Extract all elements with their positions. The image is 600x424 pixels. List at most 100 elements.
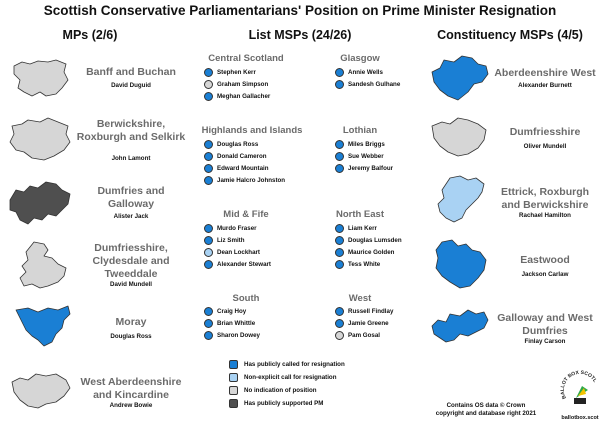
- msp-name: Pam Gosal: [348, 331, 380, 339]
- mp-person: David Duguid: [111, 82, 151, 89]
- legend: Has publicly called for resignation Non-…: [229, 358, 345, 410]
- west-aberdeenshire-map-shape: [11, 373, 71, 409]
- msp-name: Douglas Lumsden: [348, 236, 402, 244]
- region-title: North East: [335, 209, 385, 220]
- region-title: Lothian: [342, 125, 378, 136]
- legend-swatch: [229, 360, 238, 369]
- msp-item: Annie Wells: [335, 66, 400, 78]
- status-dot: [204, 175, 213, 185]
- status-dot: [335, 163, 344, 173]
- constituency-seat: Ettrick, Roxburgh and Berwickshire: [500, 186, 590, 211]
- region-members-north-east: Liam Kerr Douglas Lumsden Maurice Golden…: [335, 222, 402, 270]
- mp-seat: Berwickshire, Roxburgh and Selkirk: [76, 118, 186, 143]
- galloway-west-dumfries-map-shape: [431, 309, 489, 343]
- status-dot: [204, 306, 213, 316]
- dumfries-galloway-map-shape: [9, 181, 71, 225]
- moray-map-shape: [15, 305, 71, 347]
- msp-item: Jeremy Balfour: [335, 162, 393, 174]
- legend-item: No indication of position: [229, 384, 345, 397]
- msp-name: Jeremy Balfour: [348, 164, 394, 172]
- region-title: South: [232, 293, 260, 304]
- legend-swatch: [229, 373, 238, 382]
- msp-name: Jamie Greene: [348, 319, 389, 327]
- legend-swatch: [229, 399, 238, 408]
- region-members-south: Craig Hoy Brian Whittle Sharon Dowey: [204, 305, 260, 341]
- mp-seat: Dumfriesshire, Clydesdale and Tweeddale: [92, 242, 170, 280]
- ettrick-roxburgh-map-shape: [437, 175, 485, 223]
- msp-name: Liam Kerr: [348, 224, 377, 232]
- msp-item: Murdo Fraser: [204, 222, 271, 234]
- msp-item: Sandesh Gulhane: [335, 78, 400, 90]
- status-dot: [204, 151, 213, 161]
- msp-item: Jamie Greene: [335, 317, 393, 329]
- msp-name: Alexander Stewart: [217, 260, 271, 268]
- constituency-seat: Eastwood: [520, 254, 570, 266]
- constituency-msps-column-heading: Constituency MSPs (4/5): [437, 28, 583, 42]
- page-title: Scottish Conservative Parliamentarians' …: [43, 3, 557, 18]
- status-dot: [204, 91, 213, 101]
- mp-seat: Moray: [115, 316, 147, 328]
- ballot-box-logo-icon: BALLOT BOX SCOTLAND: [558, 364, 598, 404]
- msp-name: Dean Lockhart: [217, 248, 260, 256]
- msp-name: Meghan Gallacher: [217, 92, 271, 100]
- msp-item: Jamie Halcro Johnston: [204, 174, 285, 186]
- region-members-mid-fife: Murdo Fraser Liz Smith Dean Lockhart Ale…: [204, 222, 271, 270]
- aberdeenshire-west-map-shape: [431, 55, 489, 101]
- status-dot: [204, 223, 213, 233]
- msp-name: Maurice Golden: [348, 248, 395, 256]
- msp-name: Tess White: [348, 260, 381, 268]
- msp-name: Sharon Dowey: [217, 331, 260, 339]
- msp-item: Sharon Dowey: [204, 329, 260, 341]
- msp-item: Maurice Golden: [335, 246, 402, 258]
- copyright-credit: Contains OS data © Crown copyright and d…: [416, 402, 556, 418]
- msp-item: Tess White: [335, 258, 402, 270]
- mp-person: David Mundell: [110, 281, 152, 288]
- constituency-seat: Galloway and West Dumfries: [497, 312, 593, 337]
- msp-name: Edward Mountain: [217, 164, 269, 172]
- msp-name: Sue Webber: [348, 152, 384, 160]
- legend-swatch: [229, 386, 238, 395]
- mp-seat: Banff and Buchan: [86, 66, 176, 78]
- msp-item: Sue Webber: [335, 150, 393, 162]
- region-members-west: Russell Findlay Jamie Greene Pam Gosal: [335, 305, 393, 341]
- msp-name: Miles Briggs: [348, 140, 385, 148]
- status-dot: [204, 330, 213, 340]
- status-dot: [335, 318, 344, 328]
- status-dot: [335, 79, 344, 89]
- msp-name: Murdo Fraser: [217, 224, 257, 232]
- status-dot: [204, 163, 213, 173]
- status-dot: [335, 247, 344, 257]
- msp-item: Liam Kerr: [335, 222, 402, 234]
- msp-name: Sandesh Gulhane: [348, 80, 401, 88]
- mp-person: John Lamont: [111, 155, 151, 162]
- msp-name: Jamie Halcro Johnston: [217, 176, 286, 184]
- region-title: West: [348, 293, 372, 304]
- msp-name: Annie Wells: [348, 68, 383, 76]
- msp-name: Craig Hoy: [217, 307, 247, 315]
- dumfriesshire-map-shape: [431, 117, 487, 157]
- legend-item: Non-explicit call for resignation: [229, 371, 345, 384]
- status-dot: [204, 235, 213, 245]
- region-title: Central Scotland: [208, 53, 284, 64]
- region-title: Mid & Fife: [223, 209, 269, 220]
- status-dot: [204, 259, 213, 269]
- status-dot: [204, 67, 213, 77]
- credit-line-1: Contains OS data © Crown: [446, 402, 526, 409]
- legend-label: Has publicly supported PM: [244, 400, 324, 407]
- mps-column-heading: MPs (2/6): [62, 28, 118, 42]
- msp-item: Dean Lockhart: [204, 246, 271, 258]
- legend-label: Non-explicit call for resignation: [244, 374, 337, 381]
- mp-person: Douglas Ross: [110, 333, 152, 340]
- msp-item: Stephen Kerr: [204, 66, 270, 78]
- region-members-lothian: Miles Briggs Sue Webber Jeremy Balfour: [335, 138, 393, 174]
- banff-buchan-map-shape: [13, 59, 69, 97]
- eastwood-map-shape: [435, 239, 487, 289]
- mp-seat: Dumfries and Galloway: [97, 185, 165, 210]
- status-dot: [204, 247, 213, 257]
- status-dot: [335, 306, 344, 316]
- credit-line-2: copyright and database right 2021: [435, 410, 537, 417]
- msp-item: Donald Cameron: [204, 150, 285, 162]
- constituency-seat: Dumfriesshire: [509, 126, 581, 138]
- region-members-highlands: Douglas Ross Donald Cameron Edward Mount…: [204, 138, 285, 186]
- msp-name: Douglas Ross: [217, 140, 259, 148]
